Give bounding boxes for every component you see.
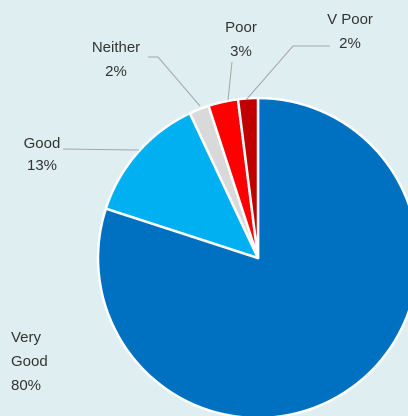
slice-value-very-good: 80% (11, 377, 41, 394)
slice-label-poor: Poor (225, 19, 257, 36)
slice-label-good: Good (24, 135, 61, 152)
slice-label-v-poor: V Poor (327, 11, 373, 28)
leader-line-neither (148, 56, 201, 107)
slice-value-good: 13% (27, 157, 57, 174)
leader-line-poor (227, 61, 233, 101)
slice-label-very-good-line-1: Very (11, 329, 42, 346)
slice-label-neither: Neither (92, 39, 140, 56)
leader-line-v-poor (245, 45, 330, 101)
slice-value-poor: 3% (230, 43, 252, 60)
slice-value-v-poor: 2% (339, 35, 361, 52)
slice-label-very-good-line-2: Good (11, 353, 48, 370)
slice-value-neither: 2% (105, 63, 127, 80)
pie-slice-good (104, 111, 260, 260)
leader-line-good (62, 148, 140, 151)
